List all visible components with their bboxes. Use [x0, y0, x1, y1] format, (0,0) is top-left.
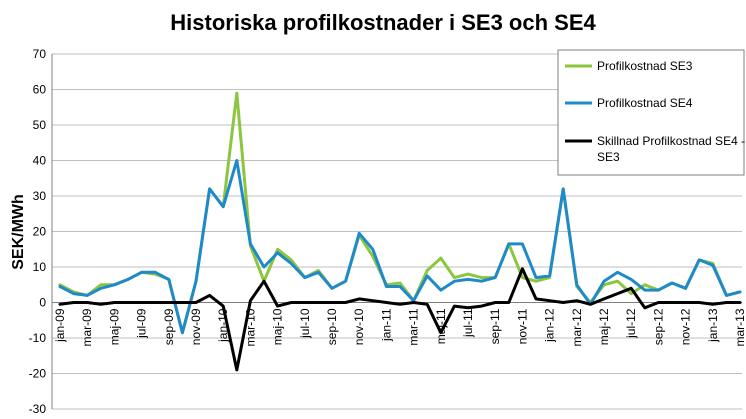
y-tick-label: 50	[33, 118, 47, 132]
x-tick-label: jul-09	[135, 308, 149, 339]
y-tick-label: -30	[29, 402, 47, 416]
x-tick-label: nov-12	[679, 308, 693, 345]
x-tick-label: maj-12	[597, 308, 611, 345]
x-tick-label: nov-09	[189, 308, 203, 345]
x-tick-label: nov-11	[515, 308, 529, 344]
x-tick-label: maj-09	[107, 308, 121, 345]
legend-box	[557, 49, 745, 176]
legend-label-diff: Skillnad Profilkostnad SE4 -SE3	[597, 134, 745, 164]
y-tick-label: 20	[33, 225, 47, 239]
series-line-2	[58, 267, 742, 372]
x-tick-labels: jan-09 mar-09 maj-09 jul-09 sep-09 nov-09 jan-…	[53, 308, 746, 346]
y-tick-labels: -30 -20 -10 0 10 20 30 40 50 60 70	[29, 47, 47, 416]
legend-label-se4: Profilkostnad SE4	[597, 96, 693, 110]
x-tick-label: jan-12	[543, 308, 557, 343]
x-tick-label: mar-13	[733, 308, 746, 346]
x-tick-label: jan-13	[706, 308, 720, 343]
legend: Profilkostnad SE3 Profilkostnad SE4 Skil…	[557, 49, 745, 176]
series-line-1	[58, 159, 742, 335]
x-tick-label: nov-10	[352, 308, 366, 345]
series-lines	[58, 91, 742, 372]
y-tick-label: -20	[29, 367, 47, 381]
legend-label-se3: Profilkostnad SE3	[597, 59, 693, 73]
x-tick-label: mar-12	[570, 308, 584, 346]
x-tick-label: mar-11	[407, 308, 421, 345]
x-tick-label: mar-09	[80, 308, 94, 346]
chart-title: Historiska profilkostnader i SE3 och SE4	[170, 10, 596, 35]
x-tick-label: sep-09	[162, 308, 176, 345]
y-tick-label: 40	[33, 154, 47, 168]
x-tick-label: jul-12	[624, 308, 638, 339]
y-axis-label: SEK/MWh	[10, 194, 27, 270]
y-tick-label: 0	[39, 296, 46, 310]
y-tick-label: 60	[33, 83, 47, 97]
y-tick-label: 10	[33, 260, 47, 274]
y-tick-label: -10	[29, 331, 47, 345]
y-tick-label: 70	[33, 47, 47, 61]
x-tick-label: sep-10	[325, 308, 339, 345]
x-tick-label: maj-11	[434, 308, 448, 344]
x-tick-label: maj-10	[271, 308, 285, 345]
x-tick-label: jul-10	[298, 308, 312, 339]
x-tick-label: jan-09	[53, 308, 67, 343]
y-tick-label: 30	[33, 189, 47, 203]
x-tick-label: jan-11	[379, 308, 393, 342]
x-tick-label: jul-11	[461, 308, 475, 338]
x-tick-label: sep-11	[488, 308, 502, 344]
x-tick-label: sep-12	[651, 308, 665, 345]
